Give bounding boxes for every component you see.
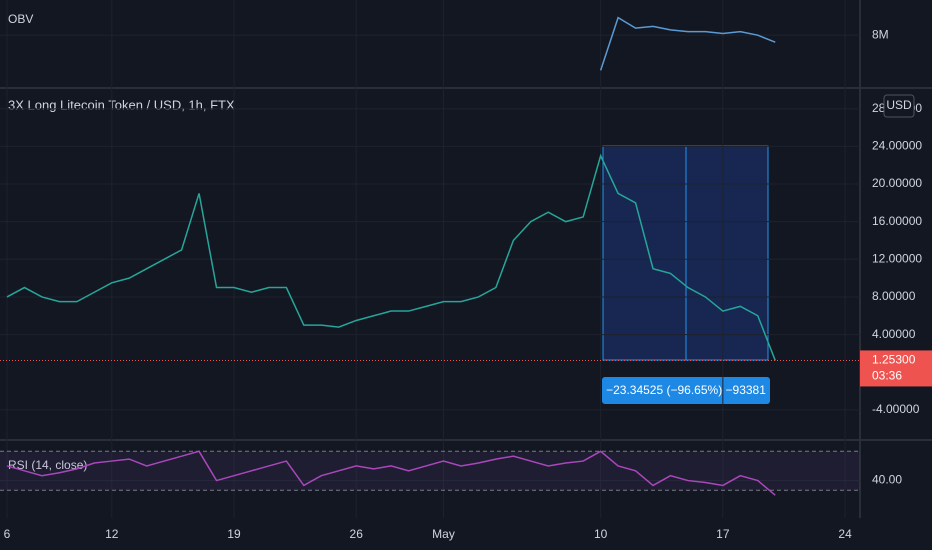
y-tick-label: 24.00000: [872, 139, 922, 153]
x-tick-label: 17: [716, 527, 730, 541]
y-tick-label: 12.00000: [872, 251, 922, 265]
x-tick-label: May: [432, 527, 455, 541]
y-tick-label: 8M: [872, 27, 889, 41]
series-line: [6, 153, 776, 361]
x-tick-label: 12: [105, 527, 119, 541]
obv-title: OBV: [8, 12, 33, 26]
y-tick-label: 20.00000: [872, 176, 922, 190]
currency: USD: [886, 98, 912, 112]
x-tick-label: 6: [4, 527, 11, 541]
y-tick-label: 40.00: [872, 473, 902, 487]
last-price: 1.25300: [872, 353, 916, 367]
y-tick-label: 16.00000: [872, 214, 922, 228]
x-tick-label: 10: [594, 527, 608, 541]
x-tick-label: 26: [350, 527, 364, 541]
series-line: [6, 450, 776, 496]
x-tick-label: 19: [227, 527, 241, 541]
chart-title: 3X Long Litecoin Token / USD, 1h, FTX: [8, 97, 235, 112]
measure-label: −23.34525 (−96.65%) −93381: [606, 383, 766, 397]
y-tick-label: 8.00000: [872, 289, 916, 303]
currency-button[interactable]: [883, 94, 915, 118]
rsi-title: RSI (14, close): [8, 458, 87, 472]
countdown: 03:36: [872, 369, 902, 383]
x-tick-label: 24: [838, 527, 852, 541]
y-tick-label: -4.00000: [872, 402, 920, 416]
last-price-box: [860, 350, 932, 387]
measure-label-box: [602, 377, 770, 404]
series-line: [599, 16, 776, 71]
y-tick-label: 4.00000: [872, 327, 916, 341]
rsi-band: [0, 451, 860, 491]
